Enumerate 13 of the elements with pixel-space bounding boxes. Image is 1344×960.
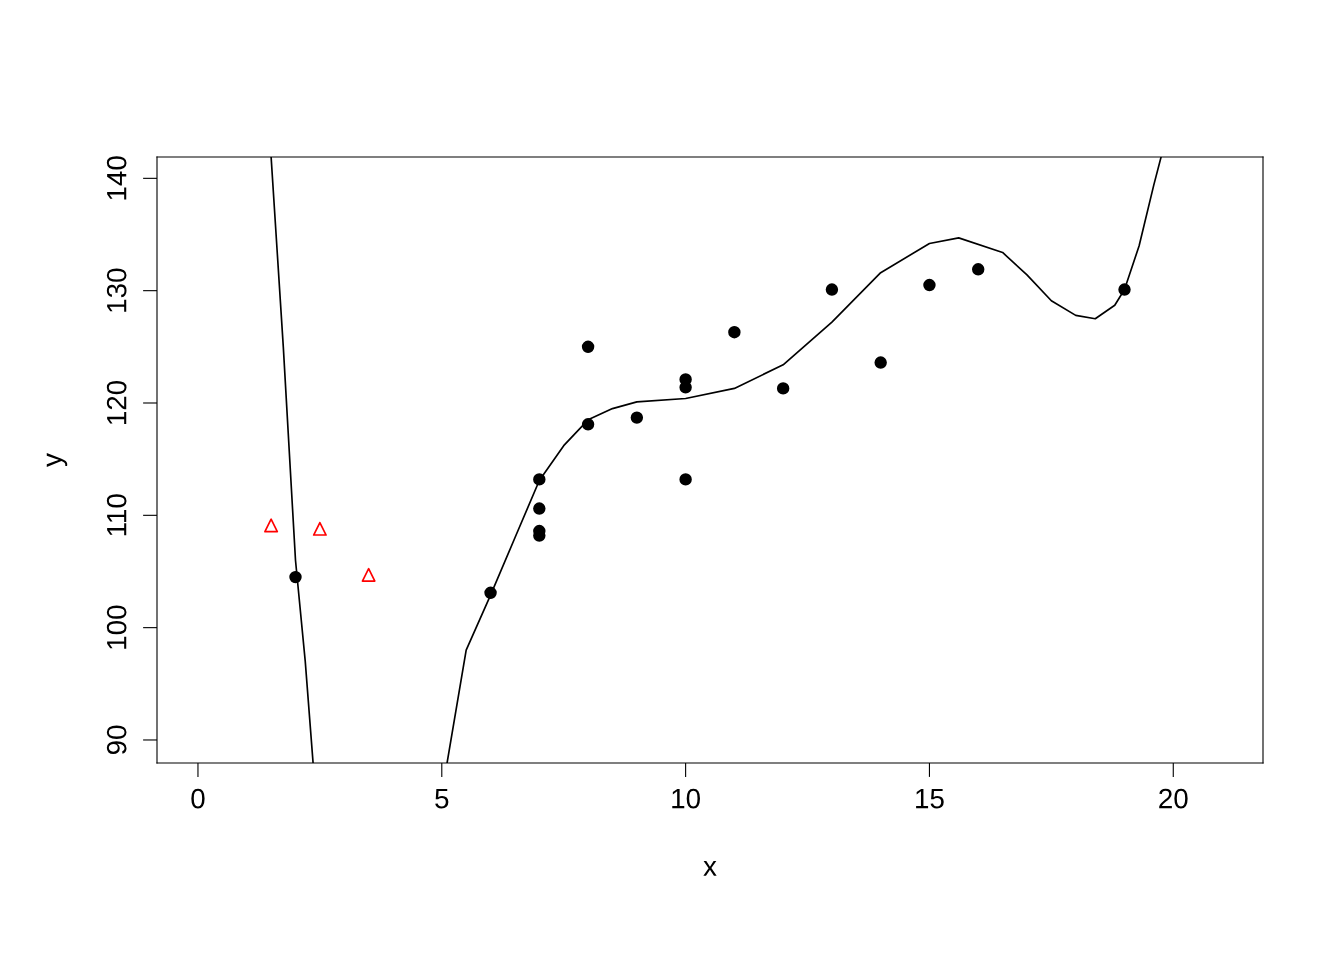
y-tick-label: 120 [106, 380, 127, 425]
y-axis-title: y [46, 453, 68, 467]
y-tick-label: 100 [106, 605, 127, 649]
x-tick-label: 20 [1159, 788, 1188, 809]
x-tick-label: 15 [916, 789, 944, 809]
x-tick-label: 0 [191, 788, 205, 809]
x-tick-label: 5 [435, 789, 449, 809]
y-tick-label: 140 [106, 156, 127, 200]
y-tick-label: 110 [106, 494, 127, 536]
x-axis-title: x [703, 861, 717, 876]
y-tick-label: 90 [106, 725, 127, 755]
x-tick-label: 10 [672, 788, 700, 809]
y-tick-label: 130 [106, 268, 127, 312]
